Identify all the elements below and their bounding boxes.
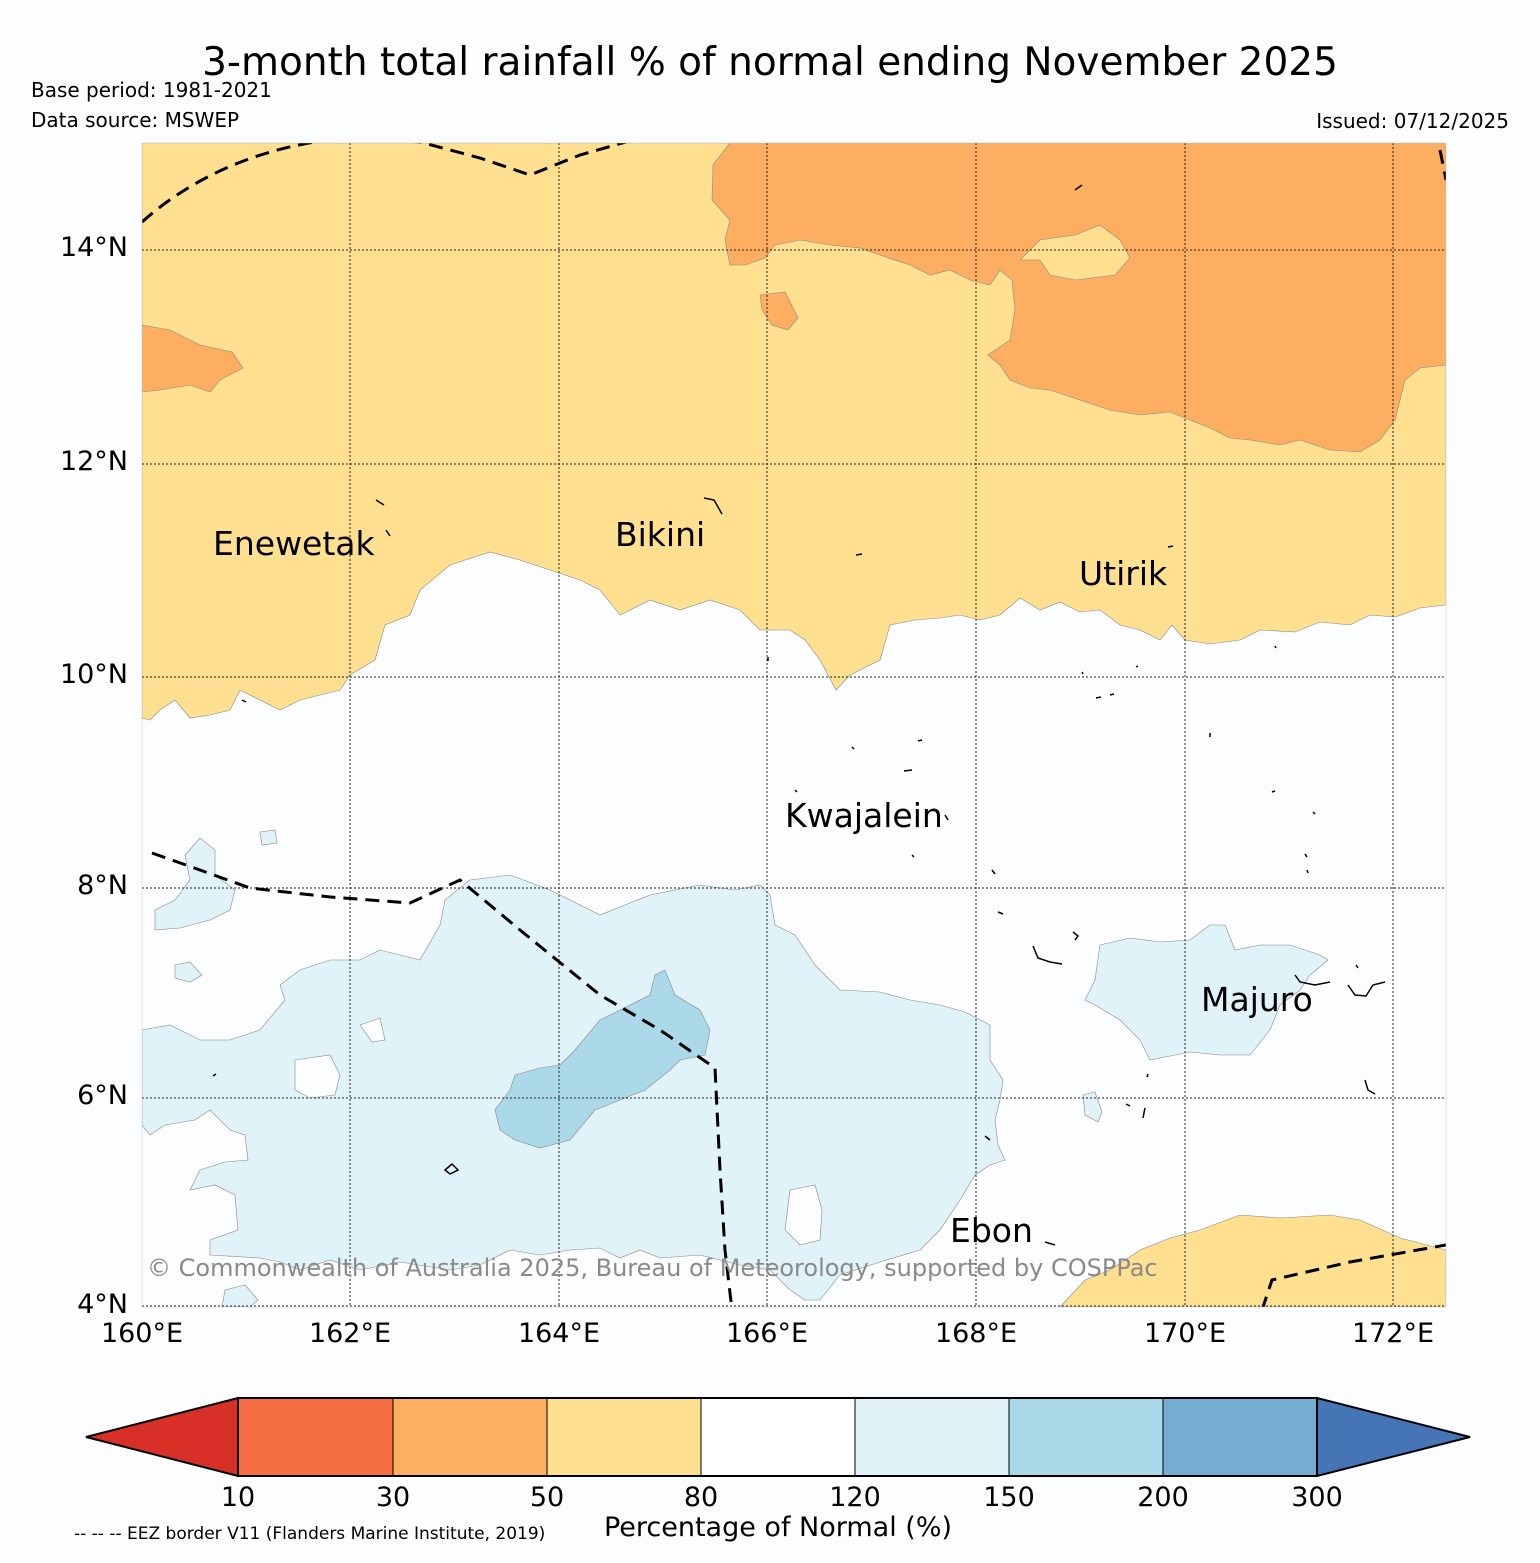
colorbar-label: Percentage of Normal (%) [603,1512,953,1543]
lon-label: 160°E [100,1318,184,1349]
lat-label: 4°N [77,1289,128,1320]
region-30-50-small-a [759,291,799,331]
colorbar-tick: 150 [983,1482,1035,1513]
lat-label: 14°N [59,232,128,263]
colorbar-frame [237,1397,1318,1477]
region-30-50-northeast [711,143,1446,453]
rainfall-map [141,142,1447,1308]
colorbar-tick: 300 [1291,1482,1343,1513]
colorbar-segment [1008,1397,1164,1477]
lat-label: 8°N [77,870,128,901]
region-120-150-small-e [259,829,278,846]
colorbar-tick: 120 [829,1482,881,1513]
colorbar-tick: 10 [220,1482,256,1513]
copyright-notice: © Commonwealth of Australia 2025, Bureau… [147,1254,1158,1282]
issued-date: Issued: 07/12/2025 [1316,109,1509,133]
region-30-50-west [142,324,244,393]
lon-label: 168°E [934,1318,1018,1349]
lon-label: 170°E [1143,1318,1227,1349]
colorbar-under-arrow [85,1396,239,1478]
lat-label: 12°N [59,446,128,477]
colorbar-segment [700,1397,856,1477]
data-source: Data source: MSWEP [31,108,240,132]
colorbar-tick: 50 [529,1482,565,1513]
place-bikini: Bikini [615,515,706,554]
region-120-150-small-d [1082,1091,1103,1123]
region-normal-hole-a [294,1054,341,1099]
colorbar-over-arrow [1316,1396,1471,1478]
atoll-outlines [212,184,1386,1246]
colorbar-segment [854,1397,1010,1477]
map-frame [141,142,1447,1308]
colorbar-segment [1162,1397,1318,1477]
colorbar-segment [546,1397,702,1477]
colorbar-tick: 200 [1137,1482,1189,1513]
place-ebon: Ebon [950,1211,1033,1250]
map-title: 3-month total rainfall % of normal endin… [202,40,1338,85]
region-120-150-small-c [221,1284,259,1307]
place-enewetak: Enewetak [213,524,375,563]
lat-label: 6°N [77,1080,128,1111]
lon-label: 172°E [1351,1318,1435,1349]
region-normal-hole-c [359,1017,386,1043]
region-normal-hole-b [784,1184,823,1246]
place-kwajalein: Kwajalein [785,796,943,835]
colorbar-tick: 30 [375,1482,411,1513]
lat-label: 10°N [59,659,128,690]
region-120-150-small-b [174,961,203,983]
region-120-150-majuro [1084,924,1329,1061]
lon-label: 166°E [725,1318,809,1349]
lon-label: 162°E [308,1318,392,1349]
colorbar-segment [237,1397,394,1477]
place-utirik: Utirik [1079,554,1168,593]
eez-border [142,143,1446,1307]
place-majuro: Majuro [1201,980,1313,1019]
eez-legend-note: -- -- -- EEZ border V11 (Flanders Marine… [74,1524,546,1544]
base-period: Base period: 1981-2021 [31,78,272,102]
colorbar-segment [392,1397,548,1477]
lon-label: 164°E [517,1318,601,1349]
region-150-200-core [494,969,711,1149]
graticule [142,143,1446,1307]
colorbar-tick: 80 [683,1482,719,1513]
region-50-80-inlet-east [1019,224,1131,281]
region-50-80-south [1059,1214,1446,1307]
